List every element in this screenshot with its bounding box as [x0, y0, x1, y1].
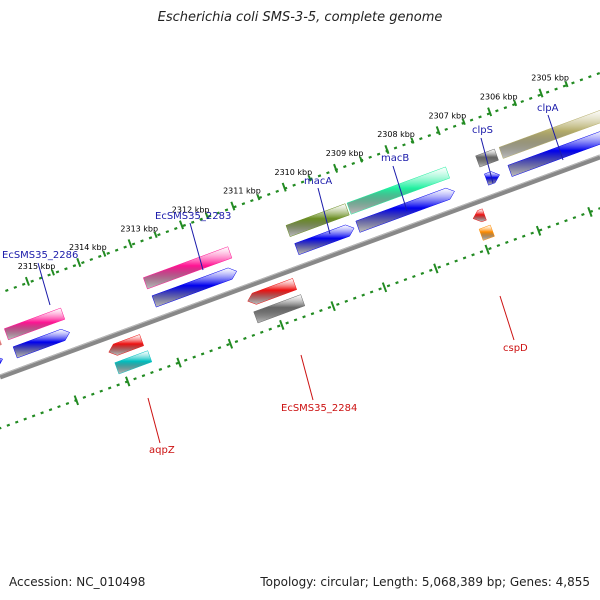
- ruler-minor-tick: [227, 338, 234, 349]
- ruler-major-tick: [487, 107, 493, 117]
- gene-feature-maca: [285, 203, 350, 238]
- gene-feature-aqpz: [108, 334, 145, 356]
- ruler-minor-tick: [513, 99, 518, 107]
- cds-fragment: [0, 357, 4, 365]
- gene-label-ecsms35_2284: EcSMS35_2284: [281, 403, 357, 414]
- ruler-tick-label: 2305 kbp: [531, 74, 569, 83]
- gene-label-leader: [147, 397, 161, 444]
- ruler-tick-label: 2308 kbp: [377, 130, 415, 139]
- ruler-minor-tick: [307, 175, 312, 182]
- ruler-minor-tick: [176, 357, 182, 368]
- ruler-minor-tick: [153, 231, 158, 239]
- ruler-minor-tick: [50, 269, 55, 276]
- ruler-minor-tick: [461, 118, 466, 126]
- ruler-tick-label: 2309 kbp: [326, 149, 364, 158]
- gene-feature-clpa: [498, 110, 600, 159]
- ruler-major-tick: [127, 239, 133, 249]
- ruler-major-tick: [76, 257, 82, 268]
- ruler-major-tick: [435, 126, 441, 136]
- ruler-minor-tick: [256, 194, 261, 201]
- gene-label-leader: [547, 114, 564, 161]
- ruler-minor-tick: [433, 263, 439, 274]
- gene-label-leader: [300, 354, 314, 401]
- ruler-tick-label: 2315 kbp: [18, 262, 56, 271]
- ruler-minor-tick: [330, 301, 336, 312]
- ruler-minor-tick: [205, 212, 209, 220]
- ruler-tick-label: 2307 kbp: [429, 111, 467, 120]
- gene-feature-ecsms35_2286: [3, 307, 66, 341]
- cds-ecsms35_2283: [151, 267, 238, 308]
- cds-ecsms35_2286: [12, 328, 70, 359]
- gene-label-leader: [392, 165, 408, 212]
- reverse-ruler: [0, 206, 600, 430]
- ruler-tick-label: 2311 kbp: [223, 187, 261, 196]
- gene-label-cspd: cspD: [503, 343, 528, 354]
- ruler-minor-tick: [484, 244, 490, 255]
- gene-feature-cspd: [472, 208, 487, 223]
- gene-feature-macb: [346, 166, 451, 215]
- ruler-major-tick: [179, 220, 184, 230]
- gene-label-leader: [499, 295, 515, 341]
- cds-maca: [294, 224, 355, 256]
- ruler-tick-label: 2314 kbp: [69, 243, 107, 252]
- ruler-major-tick: [333, 163, 339, 173]
- ruler-minor-tick: [125, 376, 131, 387]
- gene-label-leader: [189, 222, 204, 271]
- forward-ruler: 2315 kbp 2314 kbp 2313 kbp 2312 kbp 2311 kbp…: [0, 72, 600, 295]
- ruler-major-tick: [24, 276, 30, 286]
- ruler-minor-tick: [73, 395, 80, 406]
- gene-feature-ecsms35_2284: [247, 278, 298, 305]
- cds-clpa: [507, 131, 600, 177]
- ruler-minor-tick: [410, 137, 415, 144]
- map-title: Escherichia coli SMS-3-5, complete genom…: [157, 10, 443, 25]
- gene-label-ecsms35_2286: EcSMS35_2286: [2, 250, 78, 261]
- gene-label-clps: clpS: [472, 125, 493, 136]
- cds-aqpz: [114, 350, 153, 375]
- ruler-major-tick: [281, 182, 287, 192]
- ruler-major-tick: [230, 201, 236, 211]
- cds-macb: [355, 187, 455, 233]
- gene-label-leader: [37, 262, 51, 306]
- ruler-tick-label: 2306 kbp: [480, 93, 518, 102]
- ruler-minor-tick: [279, 319, 285, 330]
- gene-label-ecsms35_2283: EcSMS35_2283: [155, 211, 231, 222]
- ruler-minor-tick: [535, 225, 542, 236]
- gene-label-aqpz: aqpZ: [149, 445, 175, 456]
- gene-label-macb: macB: [381, 153, 409, 164]
- ruler-minor-tick: [587, 206, 593, 217]
- ruler-major-tick: [384, 144, 390, 155]
- accession-label: Accession: NC_010498: [9, 575, 146, 589]
- cds-cspd: [478, 224, 495, 241]
- ruler-tick-label: 2310 kbp: [275, 168, 313, 177]
- gene-label-clpa: clpA: [537, 103, 559, 114]
- ruler-minor-tick: [359, 156, 364, 163]
- genome-backbone: [0, 154, 600, 380]
- cds-ecsms35_2284: [253, 294, 306, 324]
- gene-label-leader: [480, 137, 494, 184]
- genome-stats-label: Topology: circular; Length: 5,068,389 bp…: [260, 575, 590, 589]
- ruler-minor-tick: [564, 81, 569, 88]
- ruler-tick-label: 2313 kbp: [120, 224, 158, 233]
- ruler-tick-label: 2312 kbp: [172, 206, 210, 215]
- gene-feature-fragment: [0, 339, 2, 346]
- ruler-minor-tick: [381, 282, 388, 293]
- ruler-minor-tick: [102, 250, 107, 257]
- gene-feature-clps: [475, 148, 499, 168]
- ruler-major-tick: [538, 88, 544, 98]
- gene-label-maca: macA: [304, 176, 332, 187]
- gene-label-leader: [317, 187, 331, 235]
